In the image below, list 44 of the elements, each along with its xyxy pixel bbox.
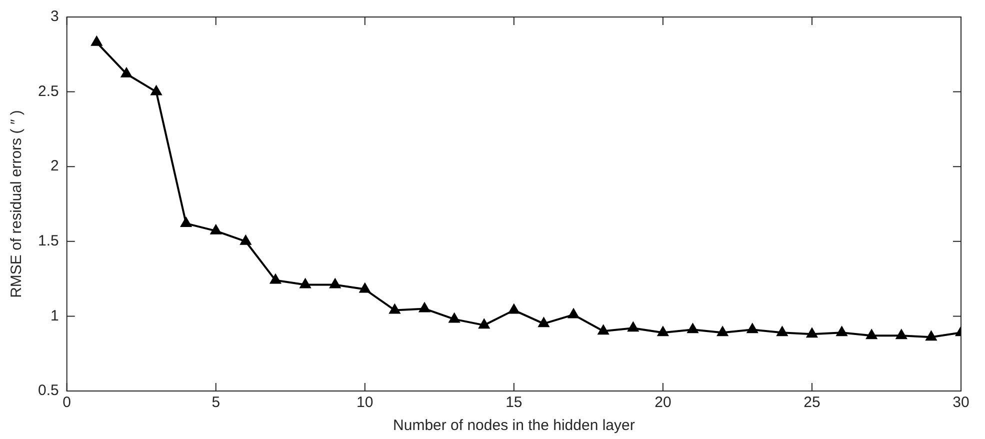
x-axis-title: Number of nodes in the hidden layer xyxy=(393,417,635,434)
point xyxy=(508,304,520,314)
point xyxy=(568,308,579,318)
x-tick-label: 0 xyxy=(62,394,72,412)
point xyxy=(210,224,222,234)
point xyxy=(150,86,162,96)
point xyxy=(806,328,818,338)
x-tick-label: 10 xyxy=(356,394,374,412)
x-tick-label: 20 xyxy=(654,394,672,412)
y-tick-label: 2 xyxy=(50,158,59,175)
point xyxy=(866,330,877,340)
point xyxy=(448,313,460,323)
y-tick-label: 1.5 xyxy=(38,232,59,250)
point xyxy=(121,68,132,78)
point xyxy=(896,330,907,340)
y-tick-label: 3 xyxy=(50,8,59,26)
point xyxy=(538,318,550,328)
y-axis-title: RMSE of residual errors ( ″ ) xyxy=(8,110,26,298)
point xyxy=(330,278,340,288)
point xyxy=(687,324,698,334)
point xyxy=(389,304,400,314)
point xyxy=(747,324,758,334)
x-tick-label: 30 xyxy=(952,394,970,412)
point xyxy=(658,326,668,336)
y-tick-label: 2.5 xyxy=(38,82,59,100)
point xyxy=(270,274,281,284)
x-tick-label: 5 xyxy=(212,394,220,412)
point xyxy=(836,326,848,336)
point xyxy=(926,331,937,341)
y-tick-label: 1 xyxy=(50,307,59,324)
point xyxy=(180,217,192,227)
point xyxy=(240,235,252,245)
point xyxy=(776,326,788,336)
x-tick-label: 25 xyxy=(804,394,820,412)
point xyxy=(478,319,490,329)
point xyxy=(717,326,728,336)
y-tick-label: 0.5 xyxy=(38,382,59,400)
point xyxy=(628,322,638,332)
point xyxy=(360,283,370,293)
point xyxy=(91,36,102,46)
x-tick-label: 15 xyxy=(506,394,522,412)
point xyxy=(300,278,311,288)
point xyxy=(419,302,430,312)
point xyxy=(598,325,609,335)
